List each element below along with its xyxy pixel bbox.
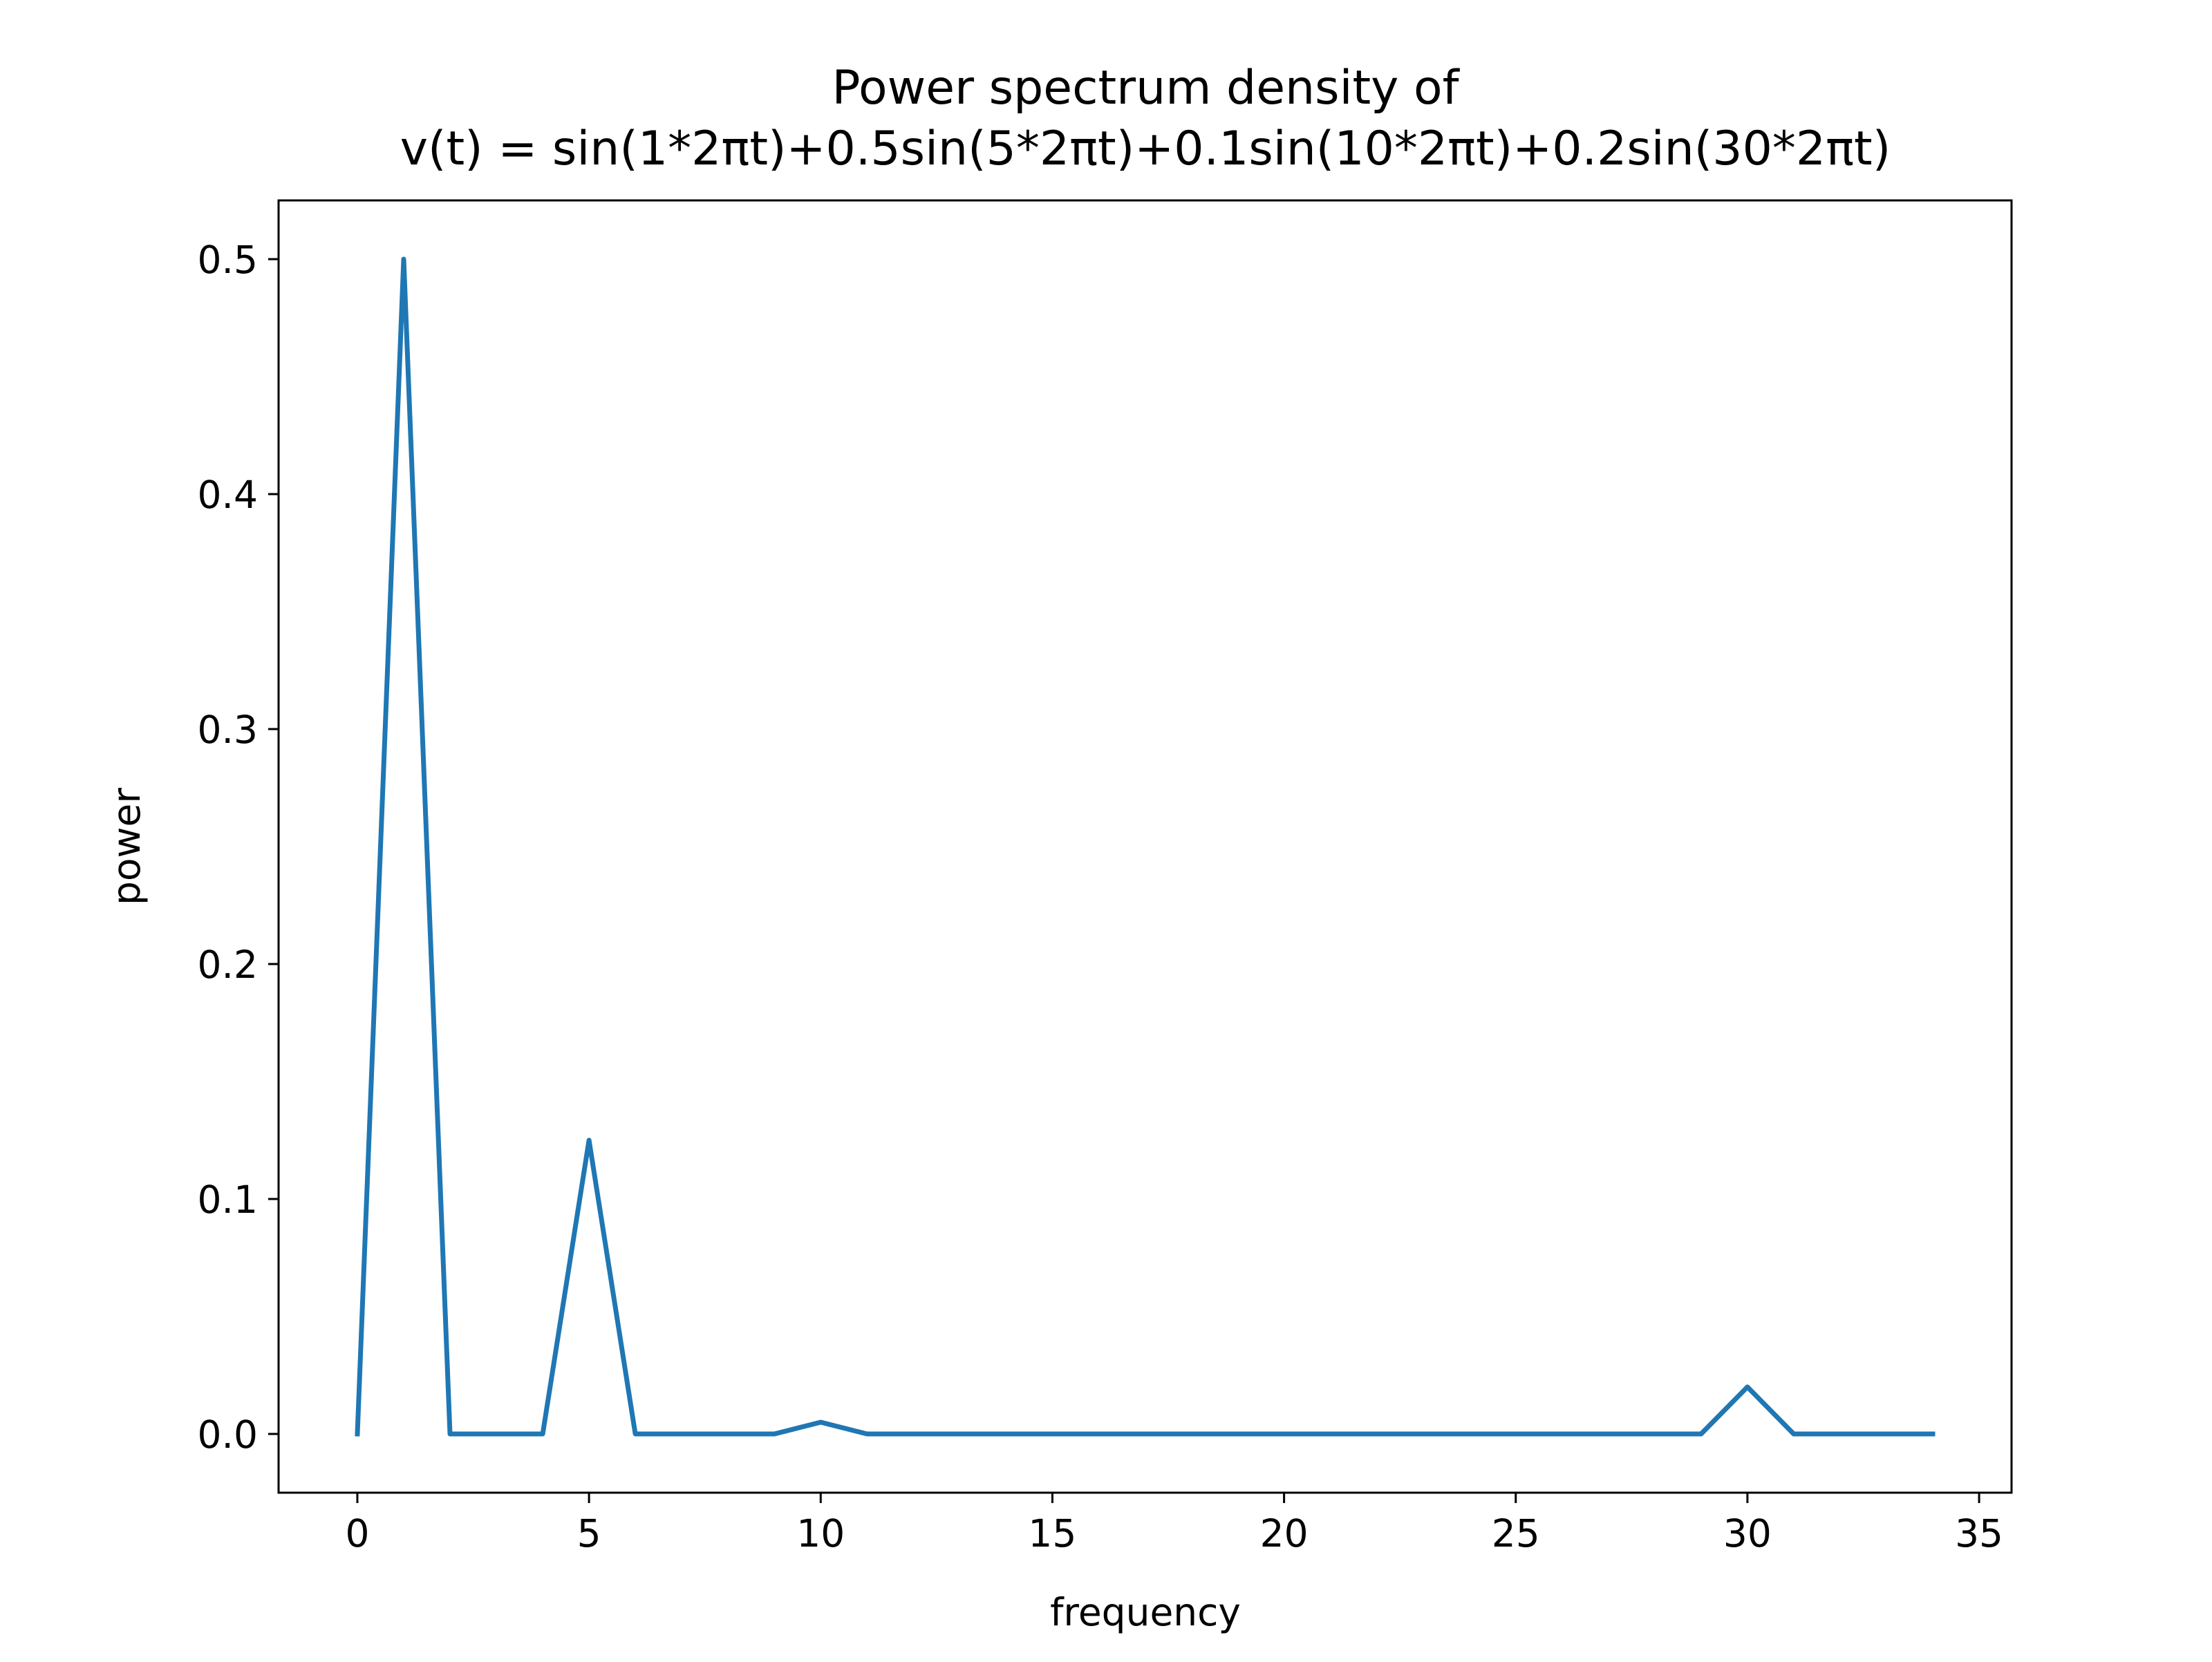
- x-tick-label: 35: [1955, 1511, 2003, 1556]
- power-series-line: [355, 256, 1936, 1437]
- plot-area-frame: [277, 199, 2013, 1494]
- y-axis-label: power: [104, 788, 149, 905]
- x-axis-ticks: 0 5 10 15 20 25 30 35: [345, 1493, 2003, 1556]
- y-tick-label: 0.2: [198, 943, 258, 987]
- y-tick-label: 0.0: [198, 1413, 258, 1457]
- y-tick-label: 0.5: [198, 238, 258, 282]
- y-tick-label: 0.3: [198, 708, 258, 752]
- x-tick-label: 30: [1723, 1511, 1772, 1556]
- x-tick-label: 15: [1028, 1511, 1076, 1556]
- chart-title-line-1: Power spectrum density of: [832, 61, 1460, 115]
- chart-title-line-2: v(t) = sin(1*2πt)+0.5sin(5*2πt)+0.1sin(1…: [400, 122, 1891, 176]
- x-tick-label: 20: [1260, 1511, 1309, 1556]
- x-tick-label: 25: [1492, 1511, 1540, 1556]
- x-tick-label: 0: [345, 1511, 369, 1556]
- y-tick-label: 0.1: [198, 1178, 258, 1222]
- x-tick-label: 5: [577, 1511, 601, 1556]
- y-axis-ticks: 0.0 0.1 0.2 0.3 0.4 0.5: [198, 238, 279, 1457]
- x-tick-label: 10: [796, 1511, 845, 1556]
- y-tick-label: 0.4: [198, 473, 258, 517]
- x-axis-label: frequency: [1050, 1590, 1241, 1634]
